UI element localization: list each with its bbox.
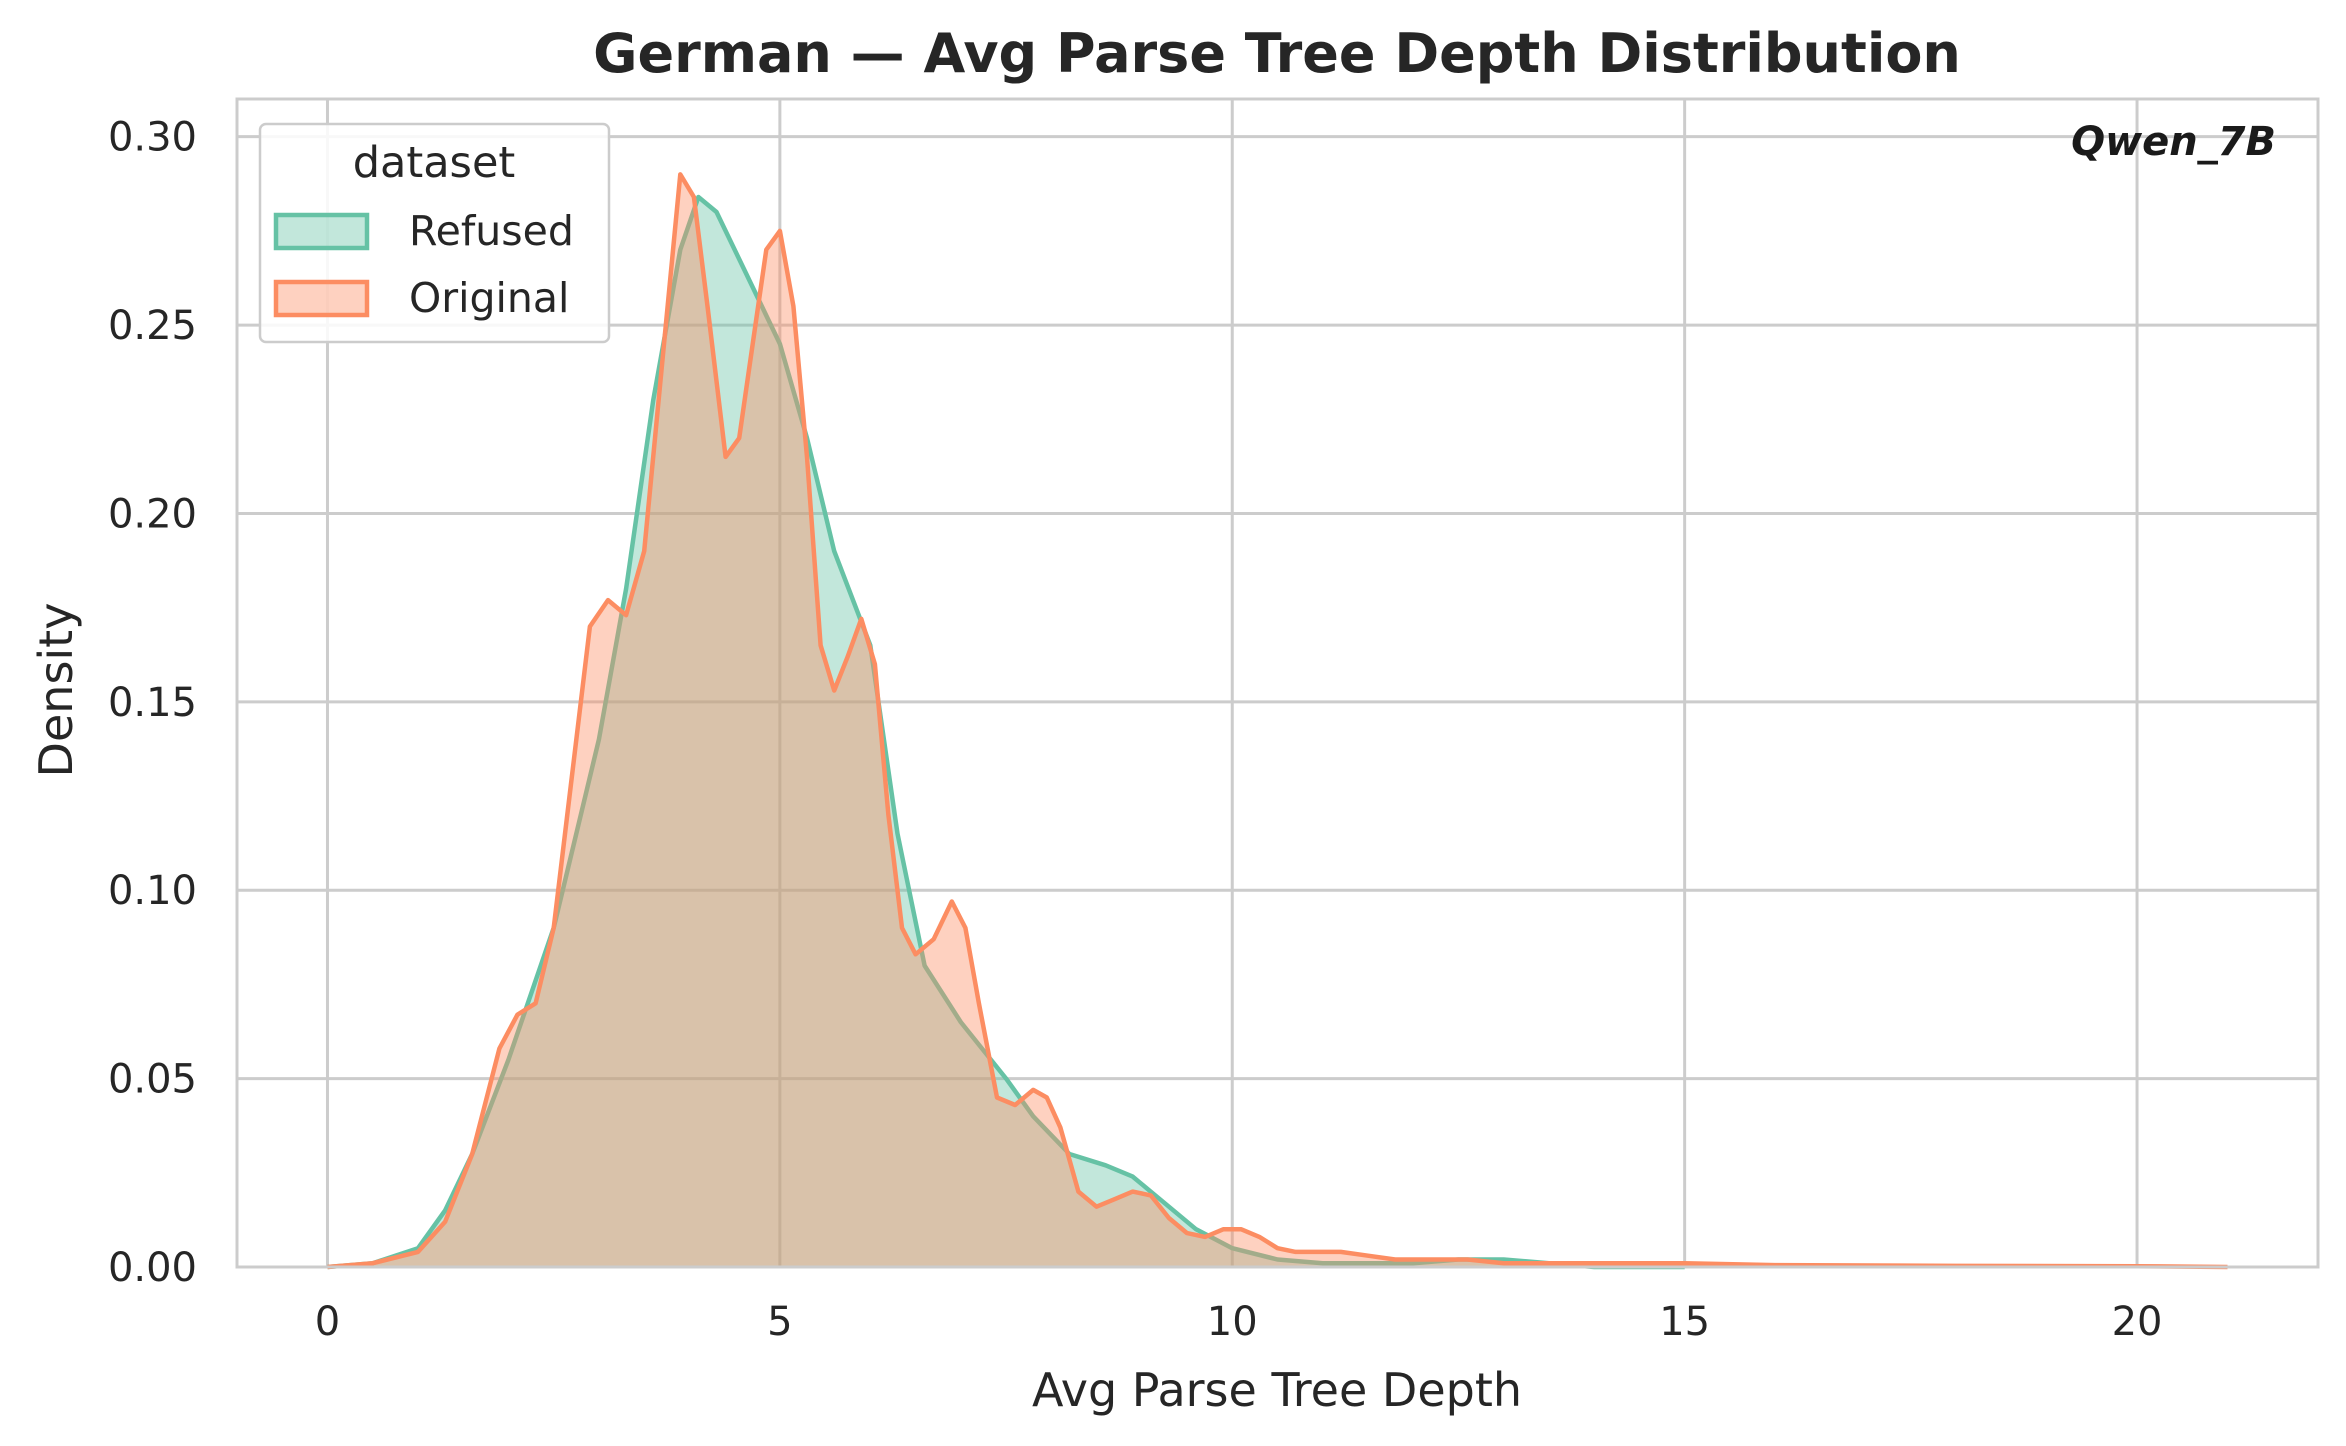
plot-frame <box>235 97 2320 1269</box>
y-tick-label: 0.05 <box>108 1057 197 1103</box>
density-area-original <box>327 174 2228 1267</box>
legend-box <box>258 122 611 344</box>
legend-label-refused: Refused <box>409 207 574 255</box>
legend-swatch-original <box>273 279 370 318</box>
y-tick-label: 0.20 <box>108 491 197 537</box>
legend-swatch-refused <box>273 212 370 251</box>
y-tick-label: 0.10 <box>108 868 197 914</box>
x-axis-ticks: 0 5 10 15 20 <box>315 1299 2163 1345</box>
x-tick-label: 20 <box>2112 1299 2163 1345</box>
y-axis-ticks: 0.00 0.05 0.10 0.15 0.20 0.25 0.30 <box>108 115 197 1291</box>
grid <box>237 99 2318 1269</box>
y-tick-label: 0.30 <box>108 115 197 161</box>
density-line-original <box>327 172 2228 1270</box>
x-axis-label: Avg Parse Tree Depth <box>1032 1363 1522 1417</box>
density-area-refused <box>327 197 1685 1267</box>
density-line-refused <box>327 194 1685 1270</box>
legend: dataset Refused Original <box>258 122 611 344</box>
x-tick-label: 15 <box>1659 1299 1710 1345</box>
y-tick-label: 0.00 <box>108 1245 197 1291</box>
chart-title: German — Avg Parse Tree Depth Distributi… <box>593 22 1961 85</box>
x-tick-label: 5 <box>767 1299 792 1345</box>
y-axis-label: Density <box>29 603 83 778</box>
legend-title: dataset <box>353 138 516 188</box>
density-series <box>327 172 2228 1270</box>
x-tick-label: 10 <box>1207 1299 1258 1345</box>
legend-label-original: Original <box>409 274 569 322</box>
x-tick-label: 0 <box>315 1299 340 1345</box>
model-annotation: Qwen_7B <box>2071 119 2276 165</box>
y-tick-label: 0.25 <box>108 303 197 349</box>
y-tick-label: 0.15 <box>108 680 197 726</box>
